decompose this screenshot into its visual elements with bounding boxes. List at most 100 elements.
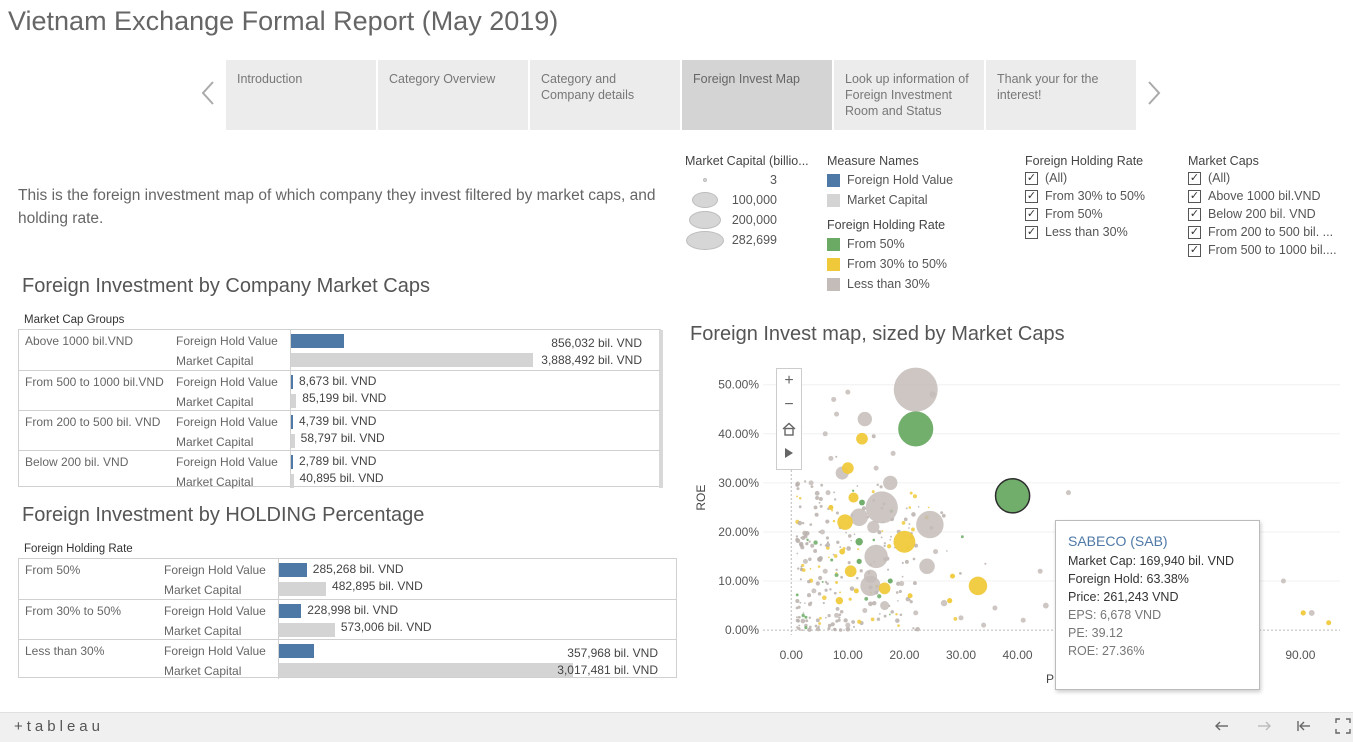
scatter-point-small[interactable] bbox=[827, 627, 831, 631]
checkbox-checked-icon[interactable]: ✓ bbox=[1188, 243, 1201, 257]
scatter-point-small[interactable] bbox=[849, 586, 855, 591]
scatter-point-small[interactable] bbox=[843, 618, 848, 623]
story-tab-category-overview[interactable]: Category Overview bbox=[378, 60, 528, 130]
scatter-point[interactable] bbox=[1065, 490, 1071, 496]
scatter-point-small[interactable] bbox=[895, 591, 899, 594]
scatter-point[interactable] bbox=[890, 450, 896, 456]
table-row[interactable]: From 30% to 50% Foreign Hold Value Market … bbox=[19, 599, 676, 639]
bar-market-capital[interactable] bbox=[291, 434, 295, 448]
bar-market-capital[interactable] bbox=[279, 582, 327, 596]
table-row[interactable]: Above 1000 bil.VND Foreign Hold Value Mark… bbox=[19, 330, 660, 370]
scatter-point[interactable] bbox=[981, 622, 987, 628]
scatter-point[interactable] bbox=[855, 538, 863, 546]
scatter-point-small[interactable] bbox=[799, 601, 802, 604]
scatter-point-small[interactable] bbox=[889, 613, 891, 616]
scatter-point-small[interactable] bbox=[839, 591, 842, 594]
scatter-point-small[interactable] bbox=[822, 601, 825, 605]
scatter-point-small[interactable] bbox=[847, 561, 851, 565]
scatter-point-small[interactable] bbox=[889, 538, 892, 541]
scatter-point-small[interactable] bbox=[817, 556, 822, 562]
scatter-point-small[interactable] bbox=[817, 592, 822, 596]
scatter-point-small[interactable] bbox=[804, 623, 808, 628]
scatter-point-small[interactable] bbox=[912, 627, 915, 630]
scatter-point-small[interactable] bbox=[856, 485, 859, 487]
scatter-point[interactable] bbox=[913, 610, 919, 616]
scatter-point-small[interactable] bbox=[807, 627, 812, 632]
scatter-point-small[interactable] bbox=[846, 546, 851, 551]
scatter-point[interactable] bbox=[1300, 610, 1306, 616]
scatter-point[interactable] bbox=[1020, 617, 1026, 623]
scatter-point[interactable] bbox=[857, 411, 872, 427]
scatter-point[interactable] bbox=[1326, 620, 1332, 626]
scatter-point-small[interactable] bbox=[825, 536, 830, 540]
scatter-point-small[interactable] bbox=[909, 599, 911, 601]
scatter-point-small[interactable] bbox=[827, 556, 830, 559]
checkbox-checked-icon[interactable]: ✓ bbox=[1188, 225, 1201, 239]
scatter-point-small[interactable] bbox=[830, 622, 835, 627]
scatter-point-small[interactable] bbox=[796, 487, 800, 491]
scatter-point-small[interactable] bbox=[838, 628, 843, 632]
scatter-point-small[interactable] bbox=[871, 490, 875, 494]
scatter-point-small[interactable] bbox=[818, 622, 822, 625]
scatter-point-small[interactable] bbox=[848, 597, 852, 601]
scatter-point-small[interactable] bbox=[831, 509, 834, 512]
zoom-in-button[interactable]: + bbox=[784, 372, 794, 389]
scatter-point[interactable] bbox=[873, 465, 879, 471]
scatter-point-small[interactable] bbox=[908, 527, 910, 529]
bar-foreign-hold-value[interactable] bbox=[279, 604, 302, 618]
scatter-point-small[interactable] bbox=[897, 624, 900, 627]
pan-button[interactable] bbox=[777, 441, 801, 465]
scatter-point-small[interactable] bbox=[795, 606, 799, 610]
scatter-point-small[interactable] bbox=[829, 588, 832, 591]
scatter-point-small[interactable] bbox=[815, 626, 821, 632]
table-row[interactable]: Less than 30% Foreign Hold Value Market Ca… bbox=[19, 639, 676, 679]
scatter-point-small[interactable] bbox=[857, 619, 862, 624]
scatter-point-small[interactable] bbox=[836, 540, 840, 544]
checkbox-checked-icon[interactable]: ✓ bbox=[1188, 189, 1201, 203]
scatter-point[interactable] bbox=[831, 396, 837, 402]
checkbox-checked-icon[interactable]: ✓ bbox=[1188, 207, 1201, 221]
scatter-point-small[interactable] bbox=[897, 600, 899, 602]
scatter-point-small[interactable] bbox=[835, 607, 840, 611]
scatter-point-small[interactable] bbox=[845, 626, 851, 632]
scatter-point-small[interactable] bbox=[833, 554, 838, 558]
scatter-point-small[interactable] bbox=[917, 505, 920, 508]
scatter-point-small[interactable] bbox=[914, 628, 917, 632]
scatter-point-small[interactable] bbox=[818, 497, 823, 502]
scatter-point-small[interactable] bbox=[821, 580, 824, 583]
scatter-point-small[interactable] bbox=[801, 613, 805, 618]
scatter-point-small[interactable] bbox=[795, 483, 800, 487]
scatter-point-small[interactable] bbox=[835, 571, 838, 574]
scatter-point-small[interactable] bbox=[898, 589, 902, 594]
scatter-point-small[interactable] bbox=[795, 535, 799, 538]
scatter-point[interactable] bbox=[887, 578, 893, 584]
table-row[interactable]: From 500 to 1000 bil.VND Foreign Hold Val… bbox=[19, 370, 660, 410]
scatter-point[interactable] bbox=[865, 491, 898, 524]
scatter-point-small[interactable] bbox=[856, 576, 859, 580]
story-prev-button[interactable] bbox=[200, 80, 216, 112]
scatter-point[interactable] bbox=[898, 580, 905, 587]
scatter-point-small[interactable] bbox=[895, 612, 898, 616]
scatter-point-small[interactable] bbox=[883, 542, 886, 545]
legend-item-from-50[interactable]: From 50% bbox=[827, 234, 947, 254]
scatter-point[interactable] bbox=[893, 367, 938, 412]
scatter-point-small[interactable] bbox=[819, 504, 823, 508]
scatter-point-small[interactable] bbox=[817, 565, 821, 568]
scatter-point-small[interactable] bbox=[824, 588, 828, 592]
scatter-point[interactable] bbox=[1308, 609, 1315, 616]
scatter-point-small[interactable] bbox=[798, 624, 801, 627]
checkbox-checked-icon[interactable]: ✓ bbox=[1188, 171, 1201, 185]
scatter-point[interactable] bbox=[950, 573, 956, 579]
scatter-point[interactable] bbox=[898, 411, 934, 447]
scatter-point[interactable] bbox=[853, 588, 859, 594]
scatter-point-small[interactable] bbox=[876, 483, 879, 487]
story-tab-lookup-foreign-room[interactable]: Look up information of Foreign Investmen… bbox=[834, 60, 984, 130]
scatter-point-small[interactable] bbox=[984, 562, 987, 565]
scatter-point-small[interactable] bbox=[827, 623, 832, 628]
bar-foreign-hold-value[interactable] bbox=[291, 375, 293, 389]
scatter-point-small[interactable] bbox=[899, 613, 903, 617]
bar-foreign-hold-value[interactable] bbox=[279, 644, 314, 658]
scatter-point[interactable] bbox=[802, 558, 808, 564]
scatter-point-small[interactable] bbox=[817, 625, 820, 628]
scatter-point-small[interactable] bbox=[808, 540, 811, 543]
